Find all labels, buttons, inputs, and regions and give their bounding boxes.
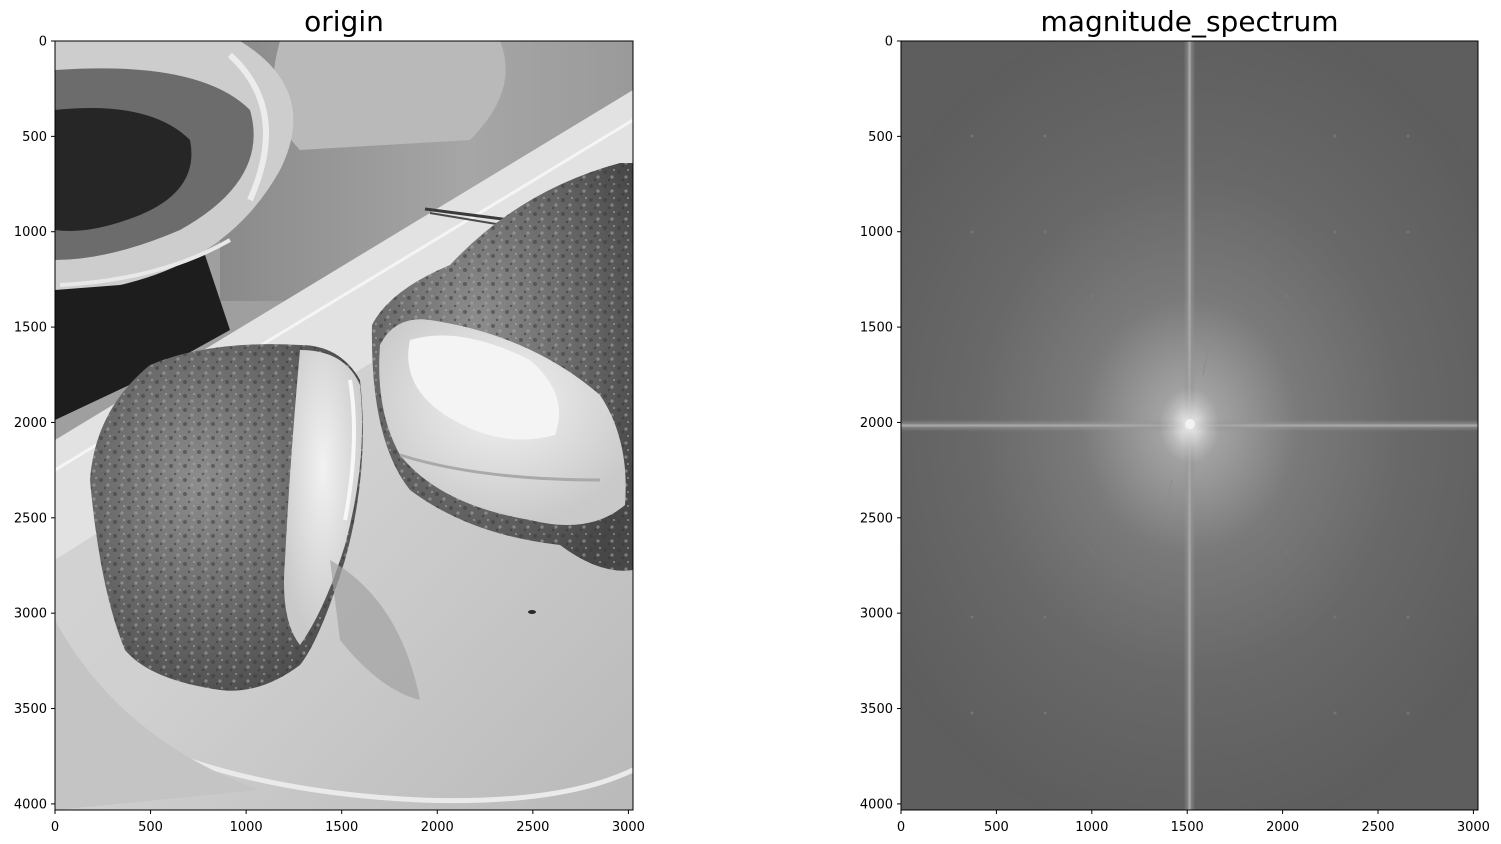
x-tick-label: 500 bbox=[984, 820, 1009, 835]
y-tick-label: 3000 bbox=[860, 607, 893, 622]
x-tick-label: 2500 bbox=[516, 820, 549, 835]
y-tick-label: 3000 bbox=[14, 607, 47, 622]
origin-x-ticks: 0 500 1000 1500 2000 2500 3000 bbox=[51, 810, 645, 835]
chart-title: origin bbox=[304, 5, 384, 38]
spectrum-axes: magnitude_spectrum 0 500 1000 bbox=[860, 5, 1490, 835]
y-tick-label: 3500 bbox=[860, 702, 893, 717]
x-tick-label: 2500 bbox=[1361, 820, 1394, 835]
origin-y-ticks: 0 500 1000 1500 2000 2500 3000 3500 4000 bbox=[14, 35, 55, 812]
origin-image bbox=[55, 41, 633, 810]
x-tick-label: 2000 bbox=[421, 820, 454, 835]
y-tick-label: 2500 bbox=[14, 511, 47, 526]
chart-title: magnitude_spectrum bbox=[1041, 5, 1339, 38]
x-tick-label: 1000 bbox=[1075, 820, 1108, 835]
x-tick-label: 1500 bbox=[325, 820, 358, 835]
x-tick-label: 0 bbox=[897, 820, 905, 835]
y-tick-label: 4000 bbox=[860, 797, 893, 812]
y-tick-label: 2500 bbox=[860, 511, 893, 526]
x-tick-label: 2000 bbox=[1266, 820, 1299, 835]
y-tick-label: 500 bbox=[868, 130, 893, 145]
spectrum-image bbox=[901, 41, 1478, 810]
spectrum-x-ticks: 0 500 1000 1500 2000 2500 3000 bbox=[897, 810, 1490, 835]
y-tick-label: 2000 bbox=[14, 416, 47, 431]
spectrum-y-ticks: 0 500 1000 1500 2000 2500 3000 3500 4000 bbox=[860, 35, 901, 812]
x-tick-label: 1500 bbox=[1171, 820, 1204, 835]
y-tick-label: 1000 bbox=[14, 225, 47, 240]
x-tick-label: 3000 bbox=[1457, 820, 1490, 835]
y-tick-label: 500 bbox=[22, 130, 47, 145]
spectrum-axes-frame bbox=[900, 40, 1479, 811]
y-tick-label: 1500 bbox=[14, 321, 47, 336]
origin-axes-frame bbox=[54, 40, 634, 811]
y-tick-label: 0 bbox=[885, 35, 893, 50]
x-tick-label: 1000 bbox=[230, 820, 263, 835]
x-tick-label: 0 bbox=[51, 820, 59, 835]
y-tick-label: 4000 bbox=[14, 797, 47, 812]
origin-axes: origin bbox=[14, 5, 645, 835]
y-tick-label: 3500 bbox=[14, 702, 47, 717]
y-tick-label: 1000 bbox=[860, 225, 893, 240]
y-tick-label: 2000 bbox=[860, 416, 893, 431]
y-tick-label: 0 bbox=[39, 35, 47, 50]
x-tick-label: 3000 bbox=[612, 820, 645, 835]
y-tick-label: 1500 bbox=[860, 321, 893, 336]
x-tick-label: 500 bbox=[138, 820, 163, 835]
